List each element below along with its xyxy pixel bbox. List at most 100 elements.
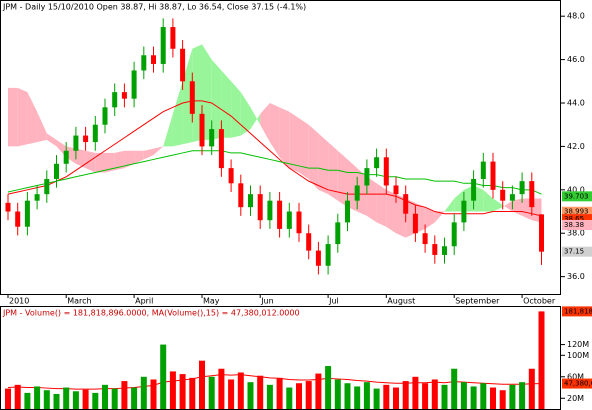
x-tick-label: May (203, 297, 220, 306)
candle-body (170, 27, 176, 49)
volume-bar (14, 384, 21, 409)
candle-body (306, 233, 312, 251)
price-tag-label: 47,380,012 (564, 380, 592, 388)
candle-body (354, 185, 360, 201)
volume-bar (92, 392, 99, 409)
volume-bar (344, 383, 351, 409)
candle-body (461, 200, 467, 223)
candle-body (471, 178, 477, 201)
volume-bar (538, 311, 545, 409)
cloud-segment (114, 150, 125, 171)
candle-body (209, 129, 215, 147)
candle-body (315, 250, 321, 266)
candle-body (34, 194, 40, 201)
x-tick-label: Jun (260, 297, 274, 306)
price-tag (562, 206, 592, 217)
candle-body (383, 157, 389, 186)
cloud-segment (211, 59, 222, 140)
candle-body (267, 200, 273, 221)
volume-bar (82, 389, 89, 409)
candle-body (218, 129, 224, 169)
y-tick-label: 46.0 (567, 55, 585, 64)
candle-body (529, 181, 535, 208)
volume-bar (218, 368, 225, 409)
cloud-segment (143, 148, 154, 160)
cloud-segment (493, 198, 503, 212)
volume-bar (412, 376, 419, 409)
cloud-segment (269, 103, 280, 158)
price-title: JPM - Daily 15/10/2010 Open 38.87, Hi 38… (2, 3, 306, 12)
candle-body (228, 168, 234, 184)
candle-body (257, 194, 263, 221)
cloud-segment (376, 183, 387, 227)
price-tag-label: 38.38 (564, 221, 584, 229)
cloud-segment (182, 48, 193, 145)
volume-bar (63, 387, 70, 409)
cloud-segment (386, 189, 396, 234)
cloud-segment (8, 87, 18, 147)
x-tick-label: April (135, 297, 153, 306)
volume-bar (519, 382, 526, 409)
volume-bar (179, 374, 186, 409)
volume-bar (431, 379, 438, 409)
volume-bar (393, 387, 399, 409)
cloud-segment (163, 113, 173, 147)
volume-bar (460, 382, 467, 409)
volume-bar (354, 386, 361, 409)
cloud-segment (483, 189, 493, 212)
volume-bar (422, 383, 429, 409)
volume-bar (34, 386, 41, 409)
cloud-segment (134, 150, 144, 164)
candle-body (490, 161, 496, 190)
volume-bar (325, 366, 332, 409)
volume-bar (490, 387, 496, 409)
volume-bar (296, 383, 302, 409)
volume-bar (111, 388, 118, 409)
volume-bar (276, 377, 283, 409)
candle-body (180, 48, 186, 82)
volume-bar (470, 386, 477, 409)
cloud-segment (37, 111, 47, 143)
volume-bar (189, 377, 196, 409)
candle-body (480, 161, 486, 179)
cloud-segment (85, 150, 96, 173)
cloud-segment (328, 142, 338, 201)
volume-bar (305, 381, 312, 409)
volume-bar (247, 382, 254, 409)
volume-bar (383, 384, 390, 409)
x-tick-label: March (67, 297, 91, 306)
volume-bar (140, 376, 147, 409)
volume-bar (5, 388, 11, 409)
price-tag-label: 39.703 (564, 192, 589, 200)
y-tick-label: 60M (567, 372, 584, 381)
x-tick-label: Jul (328, 297, 339, 306)
price-tag-label: 181,818,896 (564, 307, 592, 315)
cloud-segment (27, 92, 38, 145)
y-tick-label: 44.0 (567, 99, 585, 108)
candle-body (151, 55, 156, 64)
x-tick-label: 2010 (9, 297, 29, 306)
candle-body (509, 194, 515, 201)
candle-body (44, 178, 50, 195)
cloud-segment (337, 150, 348, 208)
candle-body (92, 124, 98, 143)
volume-bar (441, 384, 448, 409)
volume-bar (102, 384, 108, 409)
cloud-segment (46, 133, 57, 147)
volume-bar (228, 379, 235, 409)
price-tag-label: 37.15 (564, 248, 584, 256)
volume-bar (315, 373, 322, 409)
candle-body (432, 244, 438, 255)
candle-body (112, 92, 118, 108)
candle-body (277, 200, 283, 229)
volume-bar (480, 383, 487, 409)
candle-body (15, 211, 21, 227)
candle-body (500, 189, 506, 201)
x-tick-label: August (387, 297, 415, 306)
y-tick-label: 120M (567, 340, 589, 349)
volume-bar (131, 387, 138, 409)
candle-body (83, 135, 89, 143)
x-tick-label: October (523, 297, 556, 306)
cloud-segment (153, 146, 164, 156)
candle-body (393, 185, 399, 195)
